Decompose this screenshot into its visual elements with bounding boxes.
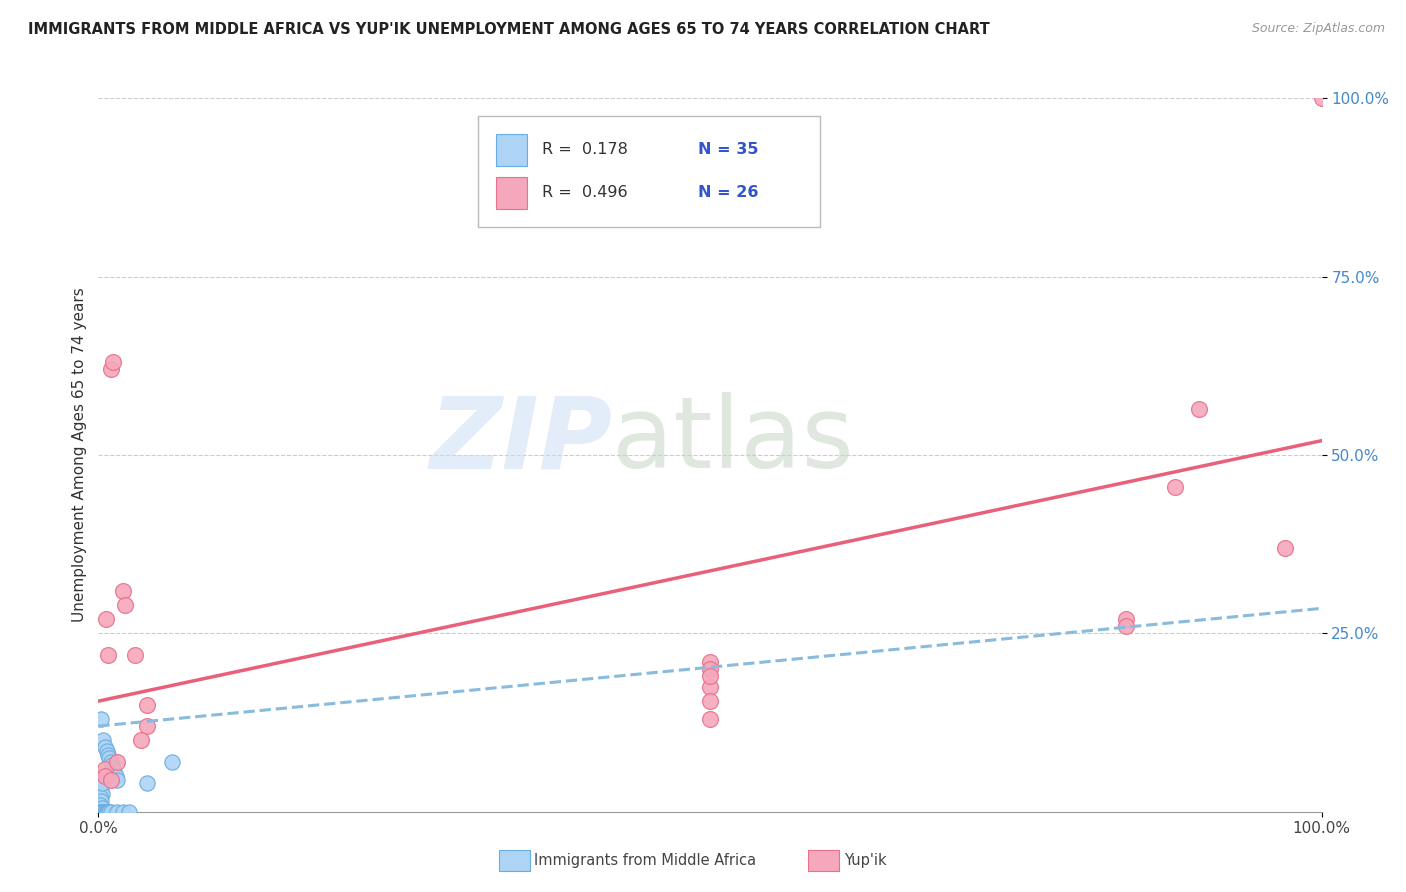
Point <box>101 355 124 369</box>
Point <box>94 612 117 626</box>
Text: N = 26: N = 26 <box>697 185 758 200</box>
Point <box>1310 91 1333 105</box>
Point <box>97 747 120 762</box>
Point <box>91 801 114 815</box>
Point <box>114 598 136 612</box>
Point <box>111 805 134 819</box>
Point <box>103 765 125 780</box>
Point <box>136 698 159 712</box>
Y-axis label: Unemployment Among Ages 65 to 74 years: Unemployment Among Ages 65 to 74 years <box>72 287 87 623</box>
FancyBboxPatch shape <box>478 116 820 227</box>
Text: atlas: atlas <box>612 392 853 489</box>
Point <box>89 790 111 805</box>
Point <box>100 362 122 376</box>
Point <box>87 805 110 819</box>
Point <box>699 662 721 676</box>
Point <box>1188 401 1211 416</box>
Point <box>89 797 111 812</box>
Point <box>93 769 115 783</box>
Point <box>124 648 146 662</box>
Point <box>93 740 115 755</box>
Point <box>699 655 721 669</box>
Text: Source: ZipAtlas.com: Source: ZipAtlas.com <box>1251 22 1385 36</box>
Point <box>1164 480 1187 494</box>
Point <box>91 805 114 819</box>
Text: R =  0.178: R = 0.178 <box>543 142 628 157</box>
Point <box>97 805 120 819</box>
Point <box>699 694 721 708</box>
Point <box>97 648 120 662</box>
Point <box>1115 612 1137 626</box>
Point <box>1115 619 1137 633</box>
Point <box>90 794 112 808</box>
Point <box>96 805 118 819</box>
Text: IMMIGRANTS FROM MIDDLE AFRICA VS YUP'IK UNEMPLOYMENT AMONG AGES 65 TO 74 YEARS C: IMMIGRANTS FROM MIDDLE AFRICA VS YUP'IK … <box>28 22 990 37</box>
Point <box>101 762 124 776</box>
Point <box>93 762 115 776</box>
Point <box>100 772 122 787</box>
Point <box>94 805 117 819</box>
Point <box>98 805 121 819</box>
Point <box>101 758 124 772</box>
Point <box>136 776 159 790</box>
Point <box>699 680 721 694</box>
Point <box>89 805 111 819</box>
Point <box>96 744 118 758</box>
Point <box>90 783 112 797</box>
Point <box>105 755 128 769</box>
Point <box>100 755 122 769</box>
Point <box>93 805 115 819</box>
Point <box>91 787 114 801</box>
Point <box>91 733 114 747</box>
Bar <box>496 134 526 166</box>
Point <box>105 772 128 787</box>
Point <box>699 669 721 683</box>
Point <box>100 805 122 819</box>
Point <box>1274 541 1296 555</box>
Point <box>160 755 183 769</box>
Bar <box>496 177 526 209</box>
Point <box>111 583 134 598</box>
Point <box>90 805 112 819</box>
Point <box>105 805 128 819</box>
Text: Immigrants from Middle Africa: Immigrants from Middle Africa <box>534 854 756 868</box>
Text: ZIP: ZIP <box>429 392 612 489</box>
Text: N = 35: N = 35 <box>697 142 758 157</box>
Point <box>90 712 112 726</box>
Point <box>699 712 721 726</box>
Point <box>118 805 141 819</box>
Text: R =  0.496: R = 0.496 <box>543 185 628 200</box>
Point <box>136 719 159 733</box>
Text: Yup'ik: Yup'ik <box>844 854 886 868</box>
Point <box>104 769 127 783</box>
Point <box>98 751 121 765</box>
Point <box>91 776 114 790</box>
Point <box>129 733 152 747</box>
Point <box>91 805 114 819</box>
